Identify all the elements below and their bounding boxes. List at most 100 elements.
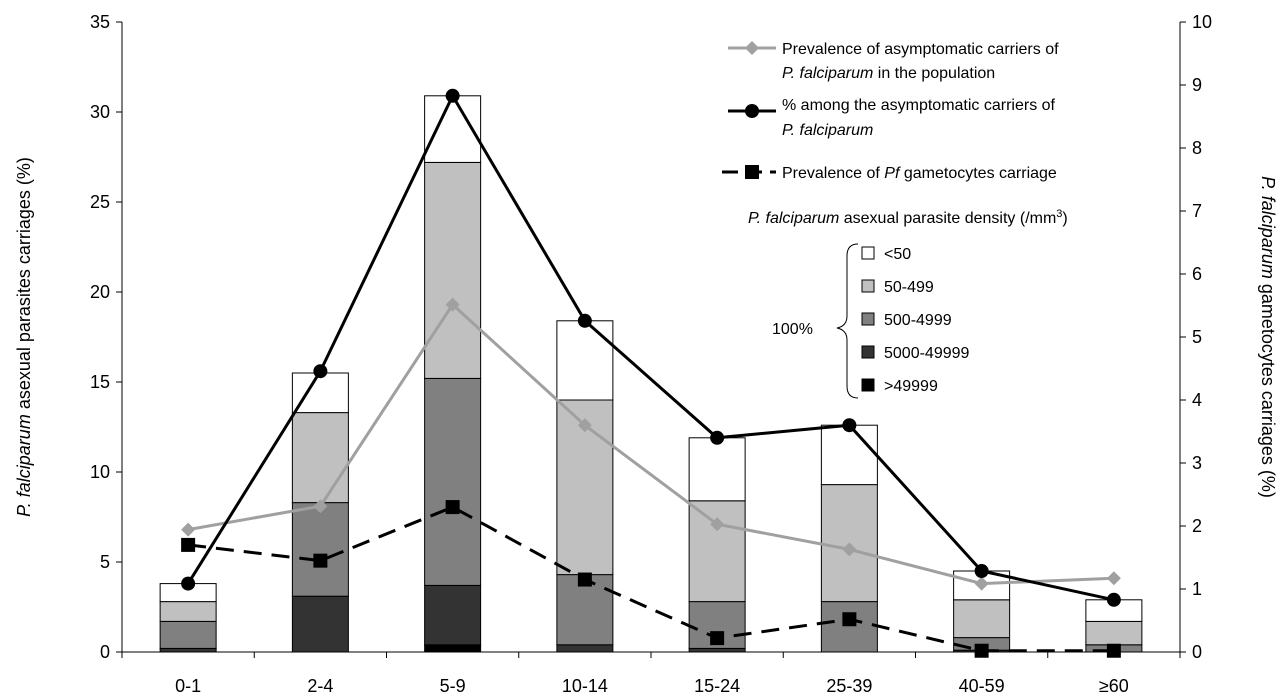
data-point <box>445 500 460 515</box>
data-point <box>577 313 592 328</box>
x-tick-label: 2-4 <box>307 676 333 696</box>
series-line <box>187 302 1114 586</box>
data-point <box>842 612 857 627</box>
series-line <box>186 92 1115 602</box>
data-point <box>710 631 725 646</box>
x-tick-label: ≥60 <box>1099 676 1129 696</box>
right-tick-label: 5 <box>1192 327 1202 347</box>
bar-segment <box>688 500 746 603</box>
left-tick-label: 0 <box>100 642 110 662</box>
data-point <box>1106 643 1121 658</box>
bar-segment <box>556 320 614 401</box>
x-axis-ticks: 0-1 2-4 5-9 10-14 15-24 25-39 40-59 ≥60 <box>121 652 1181 696</box>
right-axis-ticks: 0 1 2 3 4 5 6 7 8 9 10 <box>1180 12 1212 662</box>
right-tick-label: 8 <box>1192 138 1202 158</box>
left-tick-label: 35 <box>90 12 110 32</box>
bar-segment <box>1085 620 1143 646</box>
left-tick-label: 10 <box>90 462 110 482</box>
bar-segment <box>159 647 217 653</box>
right-tick-label: 7 <box>1192 201 1202 221</box>
legend-brace <box>836 243 859 399</box>
left-tick-label: 5 <box>100 552 110 572</box>
bar-segment <box>424 584 482 646</box>
data-point <box>445 88 460 103</box>
right-tick-label: 0 <box>1192 642 1202 662</box>
data-point <box>842 542 857 557</box>
data-point <box>710 430 725 445</box>
legend-label: P. falciparum <box>782 122 873 139</box>
bar-segment <box>291 412 349 504</box>
bar-segment <box>424 161 482 379</box>
bar-segment <box>159 601 217 622</box>
left-axis-title: P. falciparum asexual parasites carriage… <box>14 157 34 517</box>
right-tick-label: 9 <box>1192 75 1202 95</box>
bar-segment <box>291 372 349 414</box>
bar-segment <box>291 595 349 653</box>
data-point <box>974 564 989 578</box>
legend-label: Prevalence of Pf gametocytes carriage <box>782 165 1057 182</box>
data-point <box>181 522 196 537</box>
data-point <box>181 537 196 552</box>
data-point <box>974 576 989 591</box>
x-tick-label: 0-1 <box>175 676 201 696</box>
right-tick-label: 4 <box>1192 390 1202 410</box>
data-point <box>577 418 592 433</box>
legend-circle-marker <box>745 104 759 118</box>
x-tick-label: 40-59 <box>959 676 1005 696</box>
data-point <box>445 297 460 312</box>
x-tick-label: 5-9 <box>440 676 466 696</box>
legend-square-marker <box>745 165 759 179</box>
x-tick-label: 15-24 <box>694 676 740 696</box>
bar-segment <box>424 644 482 653</box>
stack-legend-label: 50-499 <box>884 279 934 296</box>
left-axis-ticks: 0 5 10 15 20 25 30 35 <box>90 12 122 662</box>
data-point <box>181 576 196 591</box>
data-point <box>313 553 328 568</box>
legend-label: Prevalence of asymptomatic carriers of <box>782 41 1059 58</box>
bar-segment <box>159 620 217 649</box>
brace-label: 100% <box>772 321 813 338</box>
stack-legend-swatch <box>861 345 875 359</box>
axes <box>121 22 1181 653</box>
legend-entry-prevalence-asymptomatic: Prevalence of asymptomatic carriers of P… <box>728 41 1059 82</box>
bar-segment <box>820 601 878 653</box>
legend: Prevalence of asymptomatic carriers of P… <box>722 41 1068 399</box>
right-tick-label: 1 <box>1192 579 1202 599</box>
bar-segment <box>820 424 878 486</box>
data-point <box>1106 592 1121 607</box>
stack-legend-label: <50 <box>884 246 911 263</box>
bar-segment <box>424 377 482 586</box>
stack-legend-title: P. falciparum asexual parasite density (… <box>748 208 1068 227</box>
left-tick-label: 30 <box>90 102 110 122</box>
x-tick-label: 25-39 <box>826 676 872 696</box>
legend-entry-gametocytes: Prevalence of Pf gametocytes carriage <box>722 165 1057 182</box>
legend-label: P. falciparum in the population <box>782 65 995 82</box>
data-point <box>577 572 592 587</box>
right-tick-label: 10 <box>1192 12 1212 32</box>
bar-segment <box>953 599 1011 639</box>
stack-legend-label: 500-4999 <box>884 312 952 329</box>
left-tick-label: 20 <box>90 282 110 302</box>
stack-legend-items: <50 50-499 500-4999 5000-49999 >49999 <box>861 246 970 395</box>
stack-legend-swatch <box>861 312 875 326</box>
data-point <box>842 418 857 433</box>
legend-entry-percent-asymptomatic: % among the asymptomatic carriers of P. … <box>728 97 1056 139</box>
x-tick-label: 10-14 <box>562 676 608 696</box>
bar-segment <box>688 647 746 653</box>
right-axis-title: P. falciparum gametocytes carriages (%) <box>1258 176 1278 498</box>
left-tick-label: 15 <box>90 372 110 392</box>
data-point <box>710 517 725 532</box>
line-series <box>181 88 1121 658</box>
left-tick-label: 25 <box>90 192 110 212</box>
right-tick-label: 2 <box>1192 516 1202 536</box>
stack-legend-label: >49999 <box>884 378 938 395</box>
stack-legend-swatch <box>861 378 875 392</box>
data-point <box>1106 571 1121 586</box>
bar-segment <box>291 502 349 597</box>
right-tick-label: 3 <box>1192 453 1202 473</box>
stack-legend-label: 5000-49999 <box>884 345 970 362</box>
data-point <box>313 364 328 379</box>
bar-segment <box>688 437 746 502</box>
stack-legend-swatch <box>861 246 875 260</box>
